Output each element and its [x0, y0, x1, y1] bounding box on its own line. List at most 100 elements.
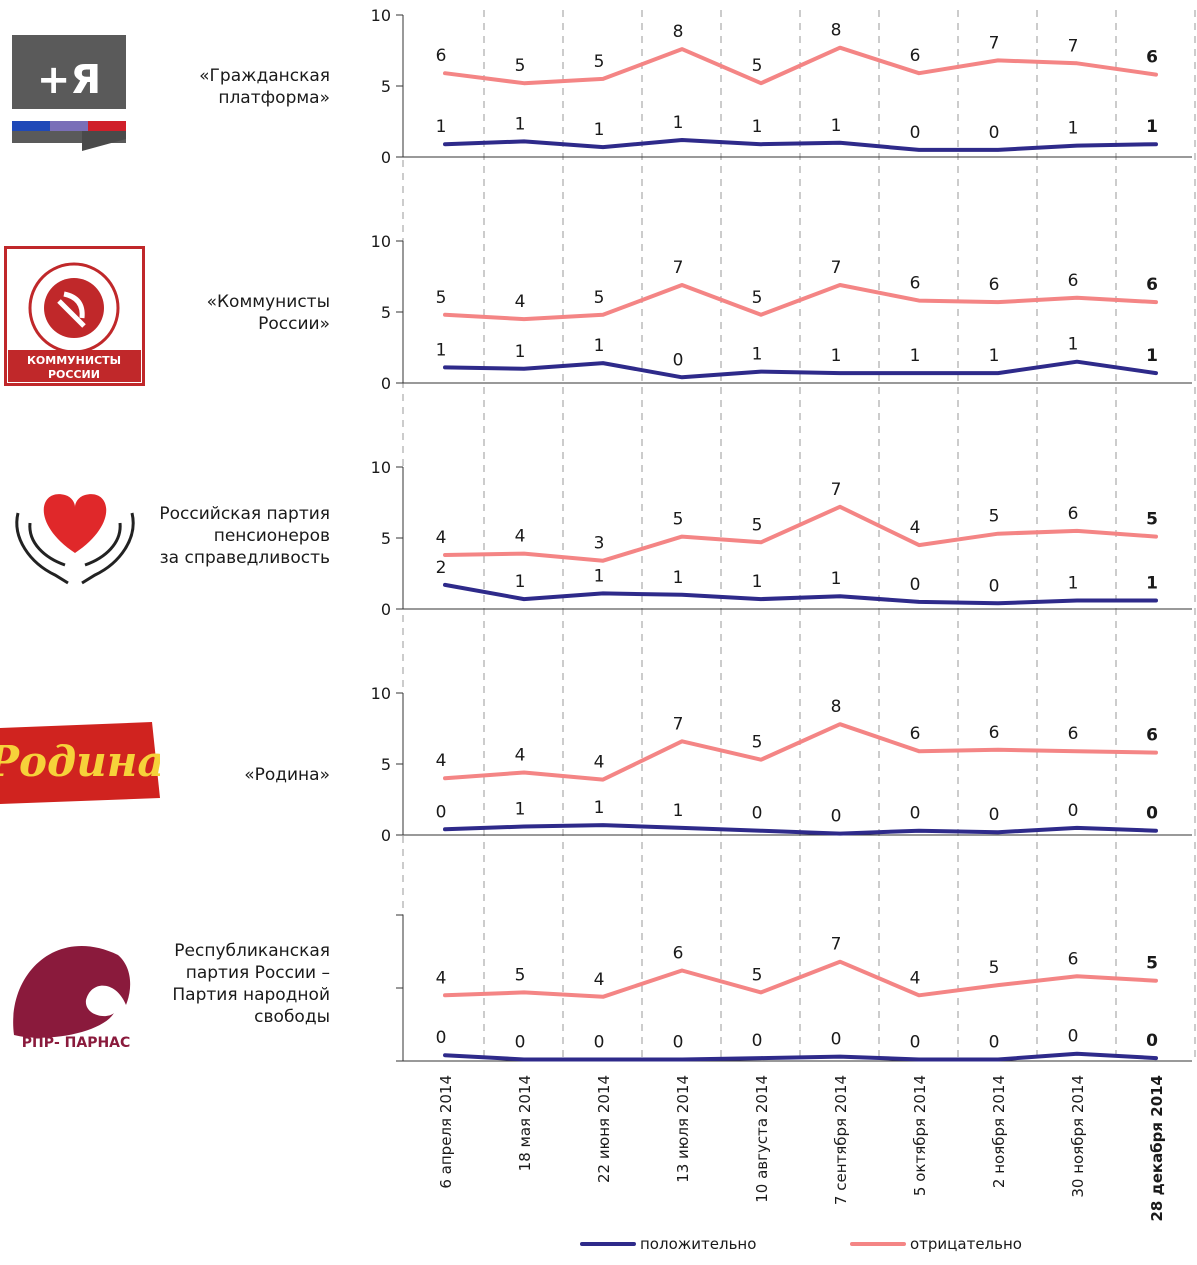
data-label-negative: 5: [989, 507, 1000, 527]
data-label-positive: 1: [594, 798, 605, 818]
data-label-positive: 1: [831, 569, 842, 589]
data-label-negative: 6: [436, 46, 447, 66]
y-tick-label: 10: [371, 6, 391, 25]
data-label-negative: 7: [831, 258, 842, 278]
x-tick-label: 5 октября 2014: [911, 1075, 929, 1196]
party-name-3: Российская партия пенсионеров за справед…: [159, 504, 330, 568]
data-label-negative: 4: [910, 518, 921, 538]
data-label-negative: 4: [436, 528, 447, 548]
data-label-negative: 8: [831, 697, 842, 717]
data-label-negative: 3: [594, 534, 605, 554]
data-label-positive: 1: [1146, 117, 1158, 137]
data-label-positive: 1: [1068, 119, 1079, 139]
data-label-negative: 6: [989, 275, 1000, 295]
party-name-5: Республиканская партия России – Партия н…: [172, 941, 330, 1027]
x-tick-label: 10 августа 2014: [753, 1075, 771, 1203]
x-tick-label: 18 мая 2014: [516, 1075, 534, 1171]
data-label-positive: 1: [752, 572, 763, 592]
series-line-positive: [443, 823, 1158, 836]
rodina-logo: Родина: [0, 722, 165, 806]
y-tick-label: 0: [381, 600, 391, 619]
legend-negative: отрицательно: [850, 1235, 1022, 1253]
data-label-positive: 0: [910, 123, 921, 143]
data-label-positive: 1: [1146, 574, 1158, 594]
data-label-positive: 1: [594, 120, 605, 140]
y-tick-label: 5: [381, 755, 391, 774]
series-line-negative: [443, 959, 1158, 999]
data-label-positive: 1: [752, 117, 763, 137]
data-label-positive: 0: [910, 804, 921, 824]
data-label-positive: 0: [673, 350, 684, 370]
series-line-negative: [443, 283, 1158, 322]
data-label-positive: 1: [436, 340, 447, 360]
rpr-parnas-logo: РПР- ПАРНАС: [6, 925, 146, 1053]
data-label-positive: 1: [989, 346, 1000, 366]
data-label-positive: 0: [752, 804, 763, 824]
data-label-negative: 4: [436, 751, 447, 771]
data-label-negative: 5: [594, 52, 605, 72]
data-label-negative: 7: [989, 33, 1000, 53]
data-label-negative: 5: [752, 288, 763, 308]
legend-negative-label: отрицательно: [910, 1235, 1022, 1253]
data-label-positive: 1: [910, 346, 921, 366]
data-label-positive: 0: [989, 1033, 1000, 1053]
data-label-negative: 7: [1068, 36, 1079, 56]
data-label-positive: 1: [673, 568, 684, 588]
series-line-positive: [443, 1051, 1158, 1062]
kommunisty-rossii-logo: КОММУНИСТЫ РОССИИ: [3, 245, 146, 387]
legend-negative-swatch: [850, 1242, 906, 1246]
y-tick-label: 0: [381, 826, 391, 845]
y-tick-label: 5: [381, 303, 391, 322]
y-tick-label: 10: [371, 684, 391, 703]
data-label-negative: 5: [515, 56, 526, 76]
legend-positive-swatch: [580, 1242, 636, 1246]
data-label-negative: 6: [910, 724, 921, 744]
party-name-2: «Коммунисты России»: [206, 292, 330, 334]
x-tick-label: 28 декабря 2014: [1148, 1075, 1166, 1222]
data-label-positive: 1: [673, 801, 684, 821]
data-label-positive: 1: [515, 114, 526, 134]
data-label-negative: 4: [515, 746, 526, 766]
data-label-positive: 0: [989, 805, 1000, 825]
data-label-negative: 5: [515, 965, 526, 985]
data-label-negative: 6: [1068, 724, 1079, 744]
data-label-negative: 7: [831, 935, 842, 955]
heart-in-hands-logo: [10, 483, 140, 585]
series-line-negative: [443, 45, 1158, 86]
data-label-positive: 1: [594, 336, 605, 356]
party-name-1: «Гражданская платформа»: [199, 66, 330, 108]
data-label-negative: 6: [1146, 48, 1158, 68]
data-label-negative: 5: [673, 510, 684, 530]
series-line-positive: [443, 359, 1158, 380]
data-label-negative: 4: [594, 970, 605, 990]
data-label-negative: 5: [752, 733, 763, 753]
data-label-negative: 6: [910, 274, 921, 294]
data-label-positive: 0: [910, 575, 921, 595]
data-label-positive: 1: [752, 345, 763, 365]
data-label-positive: 1: [673, 113, 684, 133]
x-tick-label: 2 ноября 2014: [990, 1075, 1008, 1188]
data-label-positive: 1: [831, 346, 842, 366]
legend-positive: положительно: [580, 1235, 756, 1253]
data-label-positive: 0: [989, 123, 1000, 143]
series-line-negative: [443, 722, 1158, 782]
data-label-positive: 0: [989, 576, 1000, 596]
data-label-negative: 6: [989, 723, 1000, 743]
data-label-negative: 6: [673, 944, 684, 964]
data-label-negative: 5: [752, 515, 763, 535]
data-label-negative: 6: [1068, 504, 1079, 524]
x-tick-label: 30 ноября 2014: [1069, 1075, 1087, 1198]
svg-text:+Я: +Я: [37, 57, 101, 103]
data-label-negative: 5: [594, 288, 605, 308]
data-label-positive: 1: [831, 116, 842, 136]
data-label-negative: 6: [1146, 726, 1158, 746]
data-label-positive: 0: [831, 1030, 842, 1050]
data-label-positive: 0: [752, 1031, 763, 1051]
data-label-positive: 0: [910, 1033, 921, 1053]
party-name-4: «Родина»: [244, 765, 330, 785]
data-label-positive: 1: [515, 572, 526, 592]
data-label-negative: 4: [436, 968, 447, 988]
series-line-positive: [443, 582, 1158, 606]
data-label-negative: 4: [594, 753, 605, 773]
